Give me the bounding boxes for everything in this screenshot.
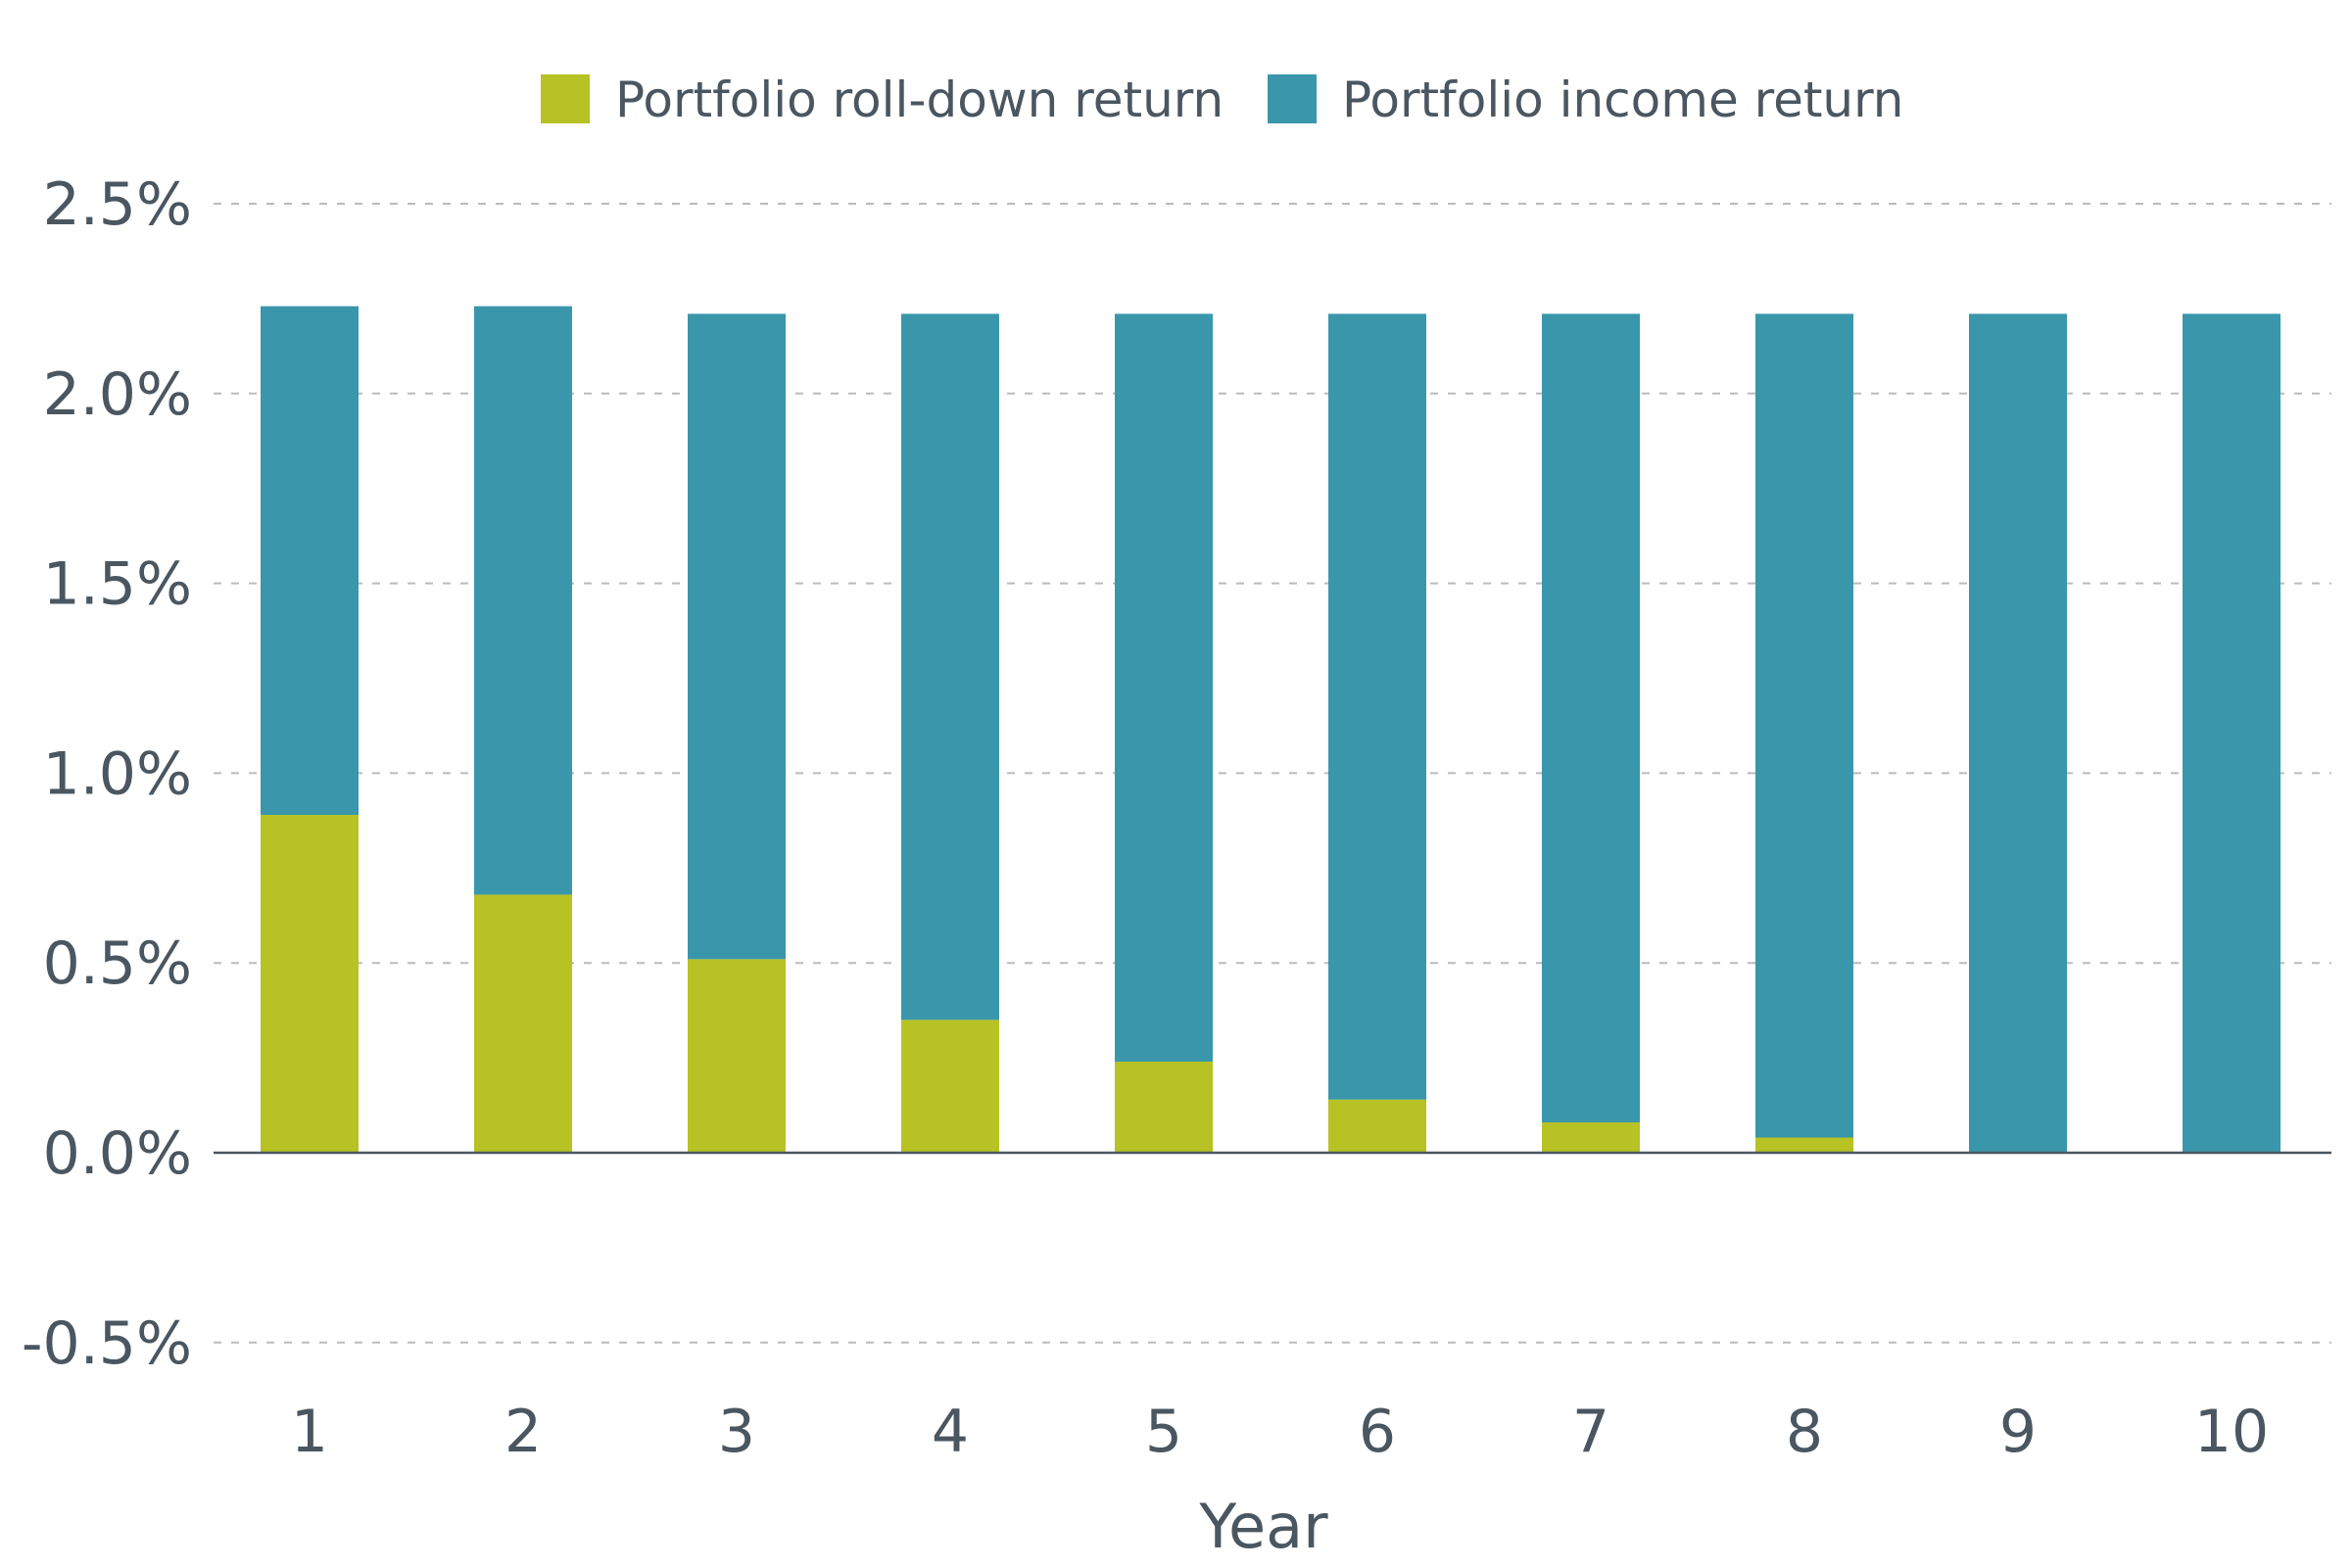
bar-income-segment [2183,313,2280,1153]
bar-rolldown-segment [901,1020,999,1153]
bar-rolldown-segment [1755,1137,1853,1153]
bar-income-segment [1969,313,2067,1153]
x-tick-label: 2 [504,1398,542,1466]
x-tick-label: 4 [932,1398,969,1466]
y-tick-label: 1.5% [43,550,192,619]
bar-income-segment [1542,313,1640,1122]
bar-rolldown-segment [688,959,786,1153]
x-axis-title: Year [1198,1491,1328,1562]
bar-rolldown-segment [1542,1121,1640,1153]
bar-rolldown-segment [474,894,572,1153]
y-axis-tick-labels: 2.5% 2.0% 1.5% 1.0% 0.5% 0.0% -0.5% [22,170,192,1378]
x-tick-label: 1 [291,1398,328,1466]
y-tick-label: 0.5% [43,929,192,998]
y-tick-label: 1.0% [43,739,192,808]
x-tick-label: 8 [1786,1398,1823,1466]
x-axis-tick-labels: 1 2 3 4 5 6 7 8 9 10 [291,1398,2269,1466]
bar-income-segment [1328,313,1426,1100]
bar-rolldown-segment [261,815,359,1153]
x-tick-label: 5 [1145,1398,1182,1466]
legend: Portfolio roll-down return Portfolio inc… [541,71,1904,128]
y-tick-label: 2.5% [43,170,192,239]
bar-income-segment [1115,313,1213,1062]
legend-label-income: Portfolio income return [1342,71,1904,128]
x-tick-label: 3 [718,1398,755,1466]
x-tick-label: 7 [1572,1398,1609,1466]
bar-income-segment [261,306,359,816]
legend-swatch-income [1268,74,1317,123]
bar-rolldown-segment [1115,1061,1213,1153]
bar-income-segment [1755,313,1853,1138]
bars [261,306,2280,1153]
y-tick-label: -0.5% [22,1309,192,1378]
x-tick-label: 10 [2194,1398,2269,1466]
bar-income-segment [688,313,786,960]
y-tick-label: 0.0% [43,1119,192,1188]
legend-swatch-rolldown [541,74,590,123]
bar-income-segment [901,313,999,1021]
legend-label-rolldown: Portfolio roll-down return [615,71,1224,128]
bar-rolldown-segment [1328,1099,1426,1153]
bar-income-segment [474,306,572,895]
x-tick-label: 9 [1999,1398,2037,1466]
x-tick-label: 6 [1359,1398,1396,1466]
y-tick-label: 2.0% [43,360,192,429]
